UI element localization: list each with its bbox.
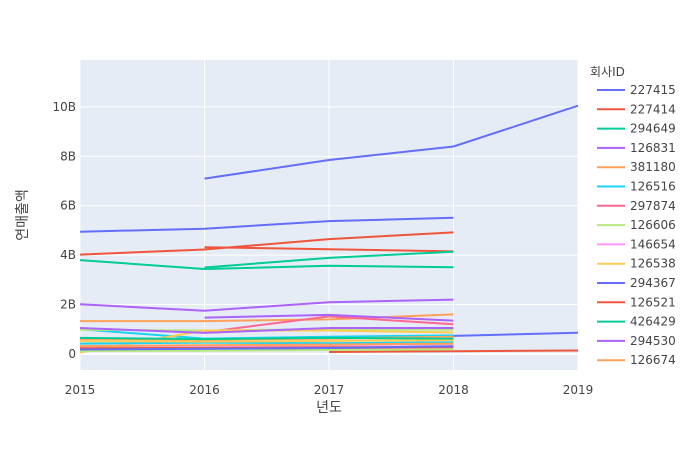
x-tick-label: 2015 (65, 383, 96, 397)
legend-item-126606[interactable]: 126606 (597, 218, 676, 232)
series-line-126831[interactable] (79, 298, 454, 312)
y-tick-label: 8B (60, 149, 76, 163)
series-line-unlabeled-23[interactable] (79, 342, 454, 347)
x-tick-label: 2019 (563, 383, 594, 397)
legend-item-294530[interactable]: 294530 (597, 334, 676, 348)
x-tick-label: 2016 (189, 383, 220, 397)
series-line-294367[interactable] (79, 216, 454, 233)
legend-item-126831[interactable]: 126831 (597, 141, 676, 155)
legend-item-126538[interactable]: 126538 (597, 257, 676, 271)
series-line-unlabeled-18[interactable] (79, 341, 454, 345)
legend-label: 126516 (630, 180, 676, 194)
series-line-unlabeled-15[interactable] (453, 331, 579, 337)
legend-title: 회사ID (590, 65, 625, 79)
series-line-227414[interactable] (79, 231, 454, 256)
legend-label: 426429 (630, 315, 676, 329)
y-tick-label: 4B (60, 248, 76, 262)
legend-item-126516[interactable]: 126516 (597, 180, 676, 194)
legend-item-227415[interactable]: 227415 (597, 83, 676, 97)
y-tick-label: 2B (60, 298, 76, 312)
y-axis-ticks: 0 2B 4B 6B 8B 10B (52, 100, 76, 361)
y-tick-label: 6B (60, 199, 76, 213)
legend-item-297874[interactable]: 297874 (597, 199, 676, 213)
legend-item-294367[interactable]: 294367 (597, 276, 676, 290)
x-tick-label: 2017 (314, 383, 345, 397)
x-axis-ticks: 2015 2016 2017 2018 2019 (65, 383, 594, 397)
series-line-294649[interactable] (79, 259, 454, 270)
legend-label: 227414 (630, 102, 676, 116)
legend-item-426429[interactable]: 426429 (597, 315, 676, 329)
legend-label: 381180 (630, 160, 676, 174)
y-axis-title: 연매출액 (15, 189, 31, 241)
grid (79, 60, 579, 370)
legend-label: 294649 (630, 122, 676, 136)
series-line-126521[interactable] (204, 246, 454, 253)
legend-label: 227415 (630, 83, 676, 97)
series-line-unlabeled-25[interactable] (79, 345, 454, 351)
series-line-294530[interactable] (204, 313, 454, 322)
legend-label: 126674 (630, 353, 676, 367)
legend-item-126521[interactable]: 126521 (597, 295, 676, 309)
legend-label: 126606 (630, 218, 676, 232)
series-line-unlabeled-22[interactable] (79, 336, 454, 341)
legend-item-146654[interactable]: 146654 (597, 237, 676, 251)
series-line-unlabeled-16[interactable] (328, 349, 579, 353)
legend[interactable]: 회사ID 227415 227414 294649 126831 381180 12651… (590, 65, 676, 367)
legend-label: 294530 (630, 334, 676, 348)
legend-label: 297874 (630, 199, 676, 213)
series-layer (79, 104, 579, 354)
legend-item-294649[interactable]: 294649 (597, 122, 676, 136)
series-line-unlabeled-21[interactable] (79, 339, 454, 343)
y-tick-label: 0 (68, 347, 76, 361)
legend-item-381180[interactable]: 381180 (597, 160, 676, 174)
y-tick-label: 10B (52, 100, 76, 114)
series-line-unlabeled-20[interactable] (79, 348, 454, 352)
series-line-unlabeled-17[interactable] (79, 327, 454, 334)
legend-label: 126521 (630, 295, 676, 309)
legend-item-126674[interactable]: 126674 (597, 353, 676, 367)
series-line-297874[interactable] (204, 315, 454, 334)
legend-label: 294367 (630, 276, 676, 290)
legend-label: 126538 (630, 257, 676, 271)
series-line-426429[interactable] (204, 250, 454, 269)
legend-label: 146654 (630, 237, 676, 251)
legend-label: 126831 (630, 141, 676, 155)
series-line-227415[interactable] (204, 104, 579, 180)
legend-item-227414[interactable]: 227414 (597, 102, 676, 116)
x-tick-label: 2018 (438, 383, 469, 397)
x-axis-title: 년도 (316, 400, 342, 416)
